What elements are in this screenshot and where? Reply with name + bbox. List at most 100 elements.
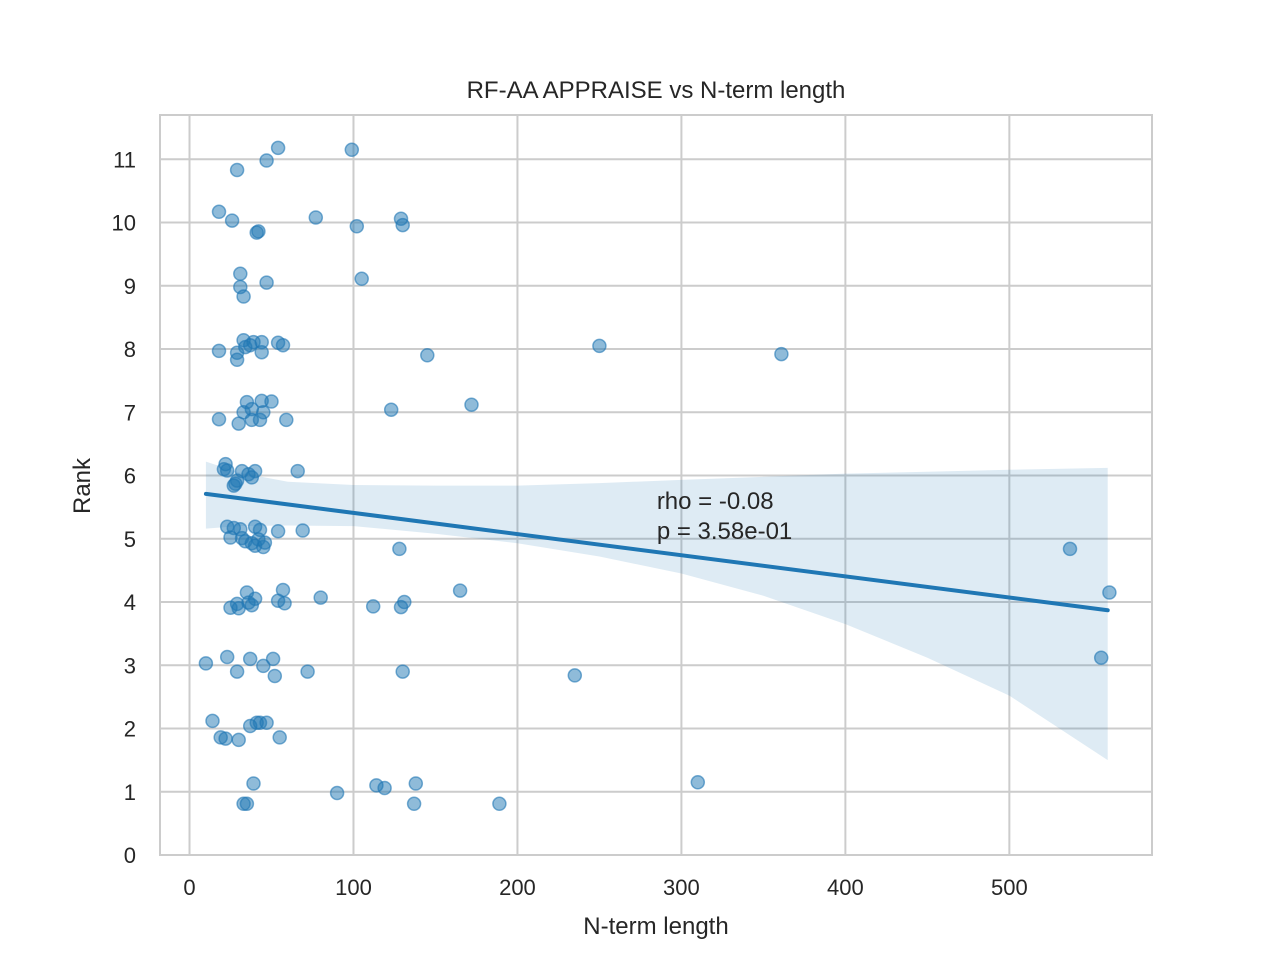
data-point (246, 776, 261, 791)
data-point (295, 523, 310, 538)
data-point (393, 599, 409, 615)
data-point (218, 731, 233, 746)
data-point (259, 715, 274, 731)
data-point (354, 271, 369, 287)
data-point (256, 658, 271, 674)
data-point (257, 535, 273, 550)
data-point (1102, 585, 1117, 600)
data-point (211, 411, 227, 427)
data-point (277, 596, 292, 611)
data-point (239, 796, 255, 812)
data-point (308, 210, 324, 225)
x-tick-label: 0 (183, 875, 195, 900)
y-tick-label: 4 (124, 590, 136, 615)
rho-annotation: rho = -0.08 (657, 488, 774, 515)
data-point (275, 337, 291, 353)
regression-line (203, 491, 1110, 613)
confidence-band (205, 461, 1108, 761)
data-point (452, 583, 468, 598)
chart-title: RF-AA APPRAISE vs N-term length (467, 77, 846, 104)
data-point (205, 713, 220, 729)
data-point (1093, 650, 1109, 665)
data-point (231, 601, 246, 616)
grid (160, 115, 1152, 856)
data-point (408, 776, 424, 791)
data-point (231, 416, 246, 431)
data-point (406, 796, 422, 812)
data-point (259, 153, 274, 168)
y-tick-label: 11 (113, 147, 136, 172)
data-point (464, 397, 479, 412)
data-point (329, 785, 345, 801)
data-point (244, 597, 260, 613)
data-point (242, 651, 258, 667)
x-tick-label: 200 (499, 875, 536, 900)
data-point (267, 668, 283, 684)
data-point (313, 590, 328, 605)
y-axis-label: Rank (69, 457, 96, 514)
data-point (198, 656, 214, 671)
data-point (242, 337, 258, 353)
data-point (211, 204, 227, 220)
y-tick-label: 0 (124, 843, 136, 868)
data-point (492, 796, 507, 812)
x-tick-label: 500 (991, 875, 1028, 900)
y-tick-label: 1 (124, 780, 136, 805)
y-tick-label: 2 (124, 717, 136, 742)
data-point (265, 651, 281, 667)
x-tick-label: 300 (663, 875, 700, 900)
data-point (395, 217, 410, 233)
y-tick-label: 3 (124, 653, 136, 678)
tick-labels: 0 100 200 300 400 500 0 1 2 3 4 5 6 7 8 9 10 11 (112, 147, 1028, 900)
data-point (224, 213, 240, 228)
data-point (395, 664, 410, 679)
data-point (270, 140, 286, 156)
data-point (270, 523, 286, 539)
y-tick-label: 10 (112, 211, 136, 236)
data-points (198, 140, 1117, 812)
data-point (231, 732, 246, 748)
data-point (344, 142, 360, 158)
data-point (690, 775, 706, 790)
p-value-annotation: p = 3.58e-01 (657, 518, 792, 545)
data-point (229, 664, 245, 679)
data-point (420, 348, 435, 363)
data-point (229, 162, 245, 178)
data-point (300, 664, 315, 679)
data-point (251, 224, 266, 239)
data-point (377, 780, 392, 796)
data-point (252, 412, 268, 428)
data-point (279, 412, 294, 428)
data-point (592, 338, 607, 354)
data-point (392, 541, 407, 557)
x-axis-label: N-term length (583, 913, 728, 940)
data-point (219, 463, 235, 478)
data-point (1062, 541, 1078, 557)
data-point (290, 463, 305, 479)
y-tick-label: 6 (124, 464, 136, 489)
plot-frame (159, 114, 1153, 856)
data-point (219, 649, 235, 665)
data-point (226, 478, 242, 493)
data-point (233, 266, 248, 282)
x-tick-label: 100 (335, 875, 372, 900)
data-point (242, 718, 258, 734)
data-point (567, 668, 583, 683)
data-point (349, 219, 365, 234)
x-tick-label: 400 (827, 875, 864, 900)
data-point (383, 402, 399, 417)
y-tick-label: 5 (124, 527, 136, 552)
data-point (244, 470, 260, 485)
regression-line-group (203, 491, 1110, 613)
data-point (774, 346, 789, 362)
data-point (264, 394, 279, 409)
confidence-band-group (205, 461, 1108, 761)
data-point (272, 730, 287, 745)
data-point (365, 599, 381, 614)
data-point (254, 344, 269, 360)
y-tick-label: 9 (124, 274, 136, 299)
data-point (259, 275, 274, 290)
y-tick-label: 7 (124, 400, 136, 425)
data-point (211, 343, 227, 359)
